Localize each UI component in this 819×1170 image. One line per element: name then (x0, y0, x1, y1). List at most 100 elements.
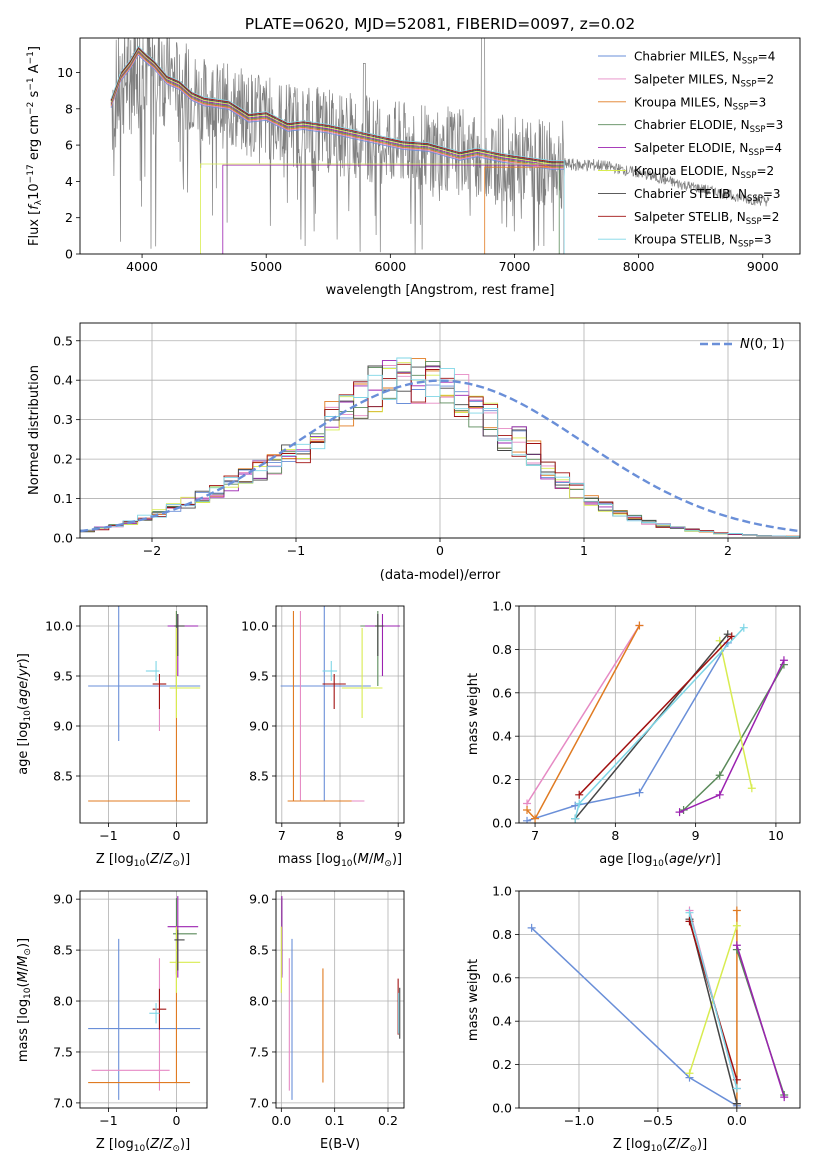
ebv_vs_mass-xtick-label: 0.2 (378, 1113, 398, 1128)
z_vs_weight-xtick-label: 0.0 (727, 1113, 747, 1128)
spectrum-ytick-label: 6 (65, 138, 73, 153)
z_vs_mass-xtick-label: −1 (99, 1113, 117, 1128)
weight-marker-salpeter-elodie (780, 1093, 789, 1102)
weight-marker-kroupa-stelib (575, 799, 584, 808)
age-vs-weight-panel: 7 8 9 10 0.0 0.2 0.4 0.6 0.8 1.0 age [log10(age/yr… (466, 599, 801, 869)
ebv_vs_mass-xtick-label: 0.0 (271, 1113, 291, 1128)
spectrum-ytick-label: 10 (57, 65, 73, 80)
residual_histogram-xtick-label: 1 (580, 543, 588, 558)
age_vs_weight-xtick-label: 8 (611, 828, 619, 843)
weight-line-salpeter-stelib (578, 635, 733, 796)
ebv_vs_mass-ytick-label: 7.0 (249, 1095, 269, 1110)
z_vs_weight-ytick-label: 1.0 (492, 884, 512, 899)
weight-line-kroupa-elodie (718, 640, 753, 789)
spectrum-xtick-label: 5000 (250, 259, 282, 274)
spectrum-model-salpeter-miles (110, 53, 565, 254)
ebv_vs_mass-plot-area (280, 896, 401, 1100)
weight-marker-kroupa-elodie (732, 921, 741, 930)
ebv-vs-mass-xlabel: E(B-V) (320, 1137, 360, 1152)
mass_vs_age-xtick-label: 7 (278, 828, 286, 843)
z-vs-age-ylabel: age [log10(age/yr)] (16, 653, 33, 775)
z_vs_mass-ytick-label: 8.5 (53, 943, 73, 958)
weight-marker-salpeter-elodie (675, 808, 684, 817)
spectrum-xtick-label: 9000 (747, 259, 779, 274)
weight-marker-chabrier-miles (523, 816, 532, 823)
weight-marker-kroupa-elodie (747, 784, 756, 793)
age_vs_weight-ytick-label: 0.2 (492, 772, 512, 787)
z-vs-weight-ylabel: mass weight (466, 959, 481, 1041)
weight-line-chabrier-miles (526, 642, 729, 822)
weight-marker-kroupa-miles (531, 814, 540, 823)
z-vs-age-panel: −1 0 8.5 9.0 9.5 10.0 Z [log10(Z/Z⊙)] age [log1… (16, 605, 208, 869)
spectrum-model-kroupa-elodie (110, 48, 565, 254)
spectrum-model-salpeter-stelib (110, 46, 565, 254)
weight-marker-chabrier-stelib (732, 1099, 741, 1108)
z_vs_weight-xtick-label: −0.5 (643, 1113, 673, 1128)
spectrum-frame (79, 37, 801, 255)
spectrum-ytick-label: 0 (65, 247, 73, 262)
mass_vs_age-xtick-label: 8 (336, 828, 344, 843)
legend-label: Kroupa MILES, NSSP=3 (634, 95, 766, 112)
legend-label: Salpeter MILES, NSSP=2 (634, 72, 774, 89)
age_vs_weight-ytick-label: 0.6 (492, 685, 512, 700)
age_vs_weight-plot-area (523, 621, 788, 823)
spectrum-xtick-label: 4000 (126, 259, 158, 274)
age_vs_weight-xtick-label: 9 (692, 828, 700, 843)
weight-marker-salpeter-stelib (727, 632, 736, 641)
z_vs_mass-plot-area (88, 896, 201, 1100)
age_vs_weight-frame (518, 605, 801, 824)
ebv_vs_mass-ytick-label: 8.0 (249, 994, 269, 1009)
hist-frame (79, 322, 801, 539)
z_vs_mass-ytick-label: 9.0 (53, 892, 73, 907)
z_vs_age-ytick-label: 9.0 (53, 719, 73, 734)
residual_histogram-xtick-label: −2 (143, 543, 161, 558)
mass_vs_age-ytick-label: 9.5 (249, 669, 269, 684)
weight-line-salpeter-elodie (736, 945, 785, 1098)
z_vs_weight-ytick-label: 0.4 (492, 1014, 512, 1029)
z-vs-weight-xlabel: Z [log10(Z/Z⊙)] (613, 1137, 707, 1154)
residual_histogram-xtick-label: −1 (287, 543, 305, 558)
legend-label: Kroupa STELIB, NSSP=3 (634, 233, 772, 250)
age_vs_weight-xtick-label: 7 (531, 828, 539, 843)
mass-vs-age-panel: 7 8 9 8.5 9.0 9.5 10.0 mass [log10(M/M⊙)] (241, 605, 405, 869)
ebv_vs_mass-frame (275, 890, 405, 1109)
weight-marker-kroupa-stelib (732, 1084, 741, 1093)
weight-marker-salpeter-elodie (732, 941, 741, 950)
z_vs_age-frame (79, 605, 208, 824)
z_vs_weight-ytick-label: 0.6 (492, 970, 512, 985)
legend-label: Chabrier ELODIE, NSSP=3 (634, 118, 783, 135)
residual-histogram-panel: −2 −1 0 1 2 0.0 0.1 0.2 0.3 0.4 0.5 (data-model)/er… (27, 322, 801, 583)
weight-marker-kroupa-stelib (685, 908, 694, 917)
z-vs-mass-xlabel: Z [log10(Z/Z⊙)] (96, 1137, 190, 1154)
weight-line-kroupa-stelib (688, 912, 738, 1089)
z_vs_mass-ytick-label: 7.0 (53, 1095, 73, 1110)
mass_vs_age-plot-area (280, 606, 400, 802)
z_vs_mass-ytick-label: 8.0 (53, 994, 73, 1009)
mass_vs_age-ytick-label: 9.0 (249, 719, 269, 734)
ebv-vs-mass-panel: 0.0 0.1 0.2 7.0 7.5 8.0 8.5 9.0 E(B-V) (249, 890, 405, 1152)
figure-title: PLATE=0620, MJD=52081, FIBERID=0097, z=0… (245, 15, 635, 33)
spectrum-plot-area (110, 38, 770, 254)
residual_histogram-plot-area (80, 357, 800, 538)
spectrum-ytick-label: 4 (65, 174, 73, 189)
z_vs_weight-plot-area (527, 906, 789, 1108)
residual_histogram-ytick-label: 0.5 (53, 333, 73, 348)
legend-label: Chabrier STELIB, NSSP=3 (634, 187, 781, 204)
z_vs_age-ytick-label: 9.5 (53, 669, 73, 684)
z_vs_age-ytick-label: 8.5 (53, 769, 73, 784)
spectrum-xtick-label: 7000 (499, 259, 531, 274)
z_vs_mass-frame (79, 890, 208, 1109)
ebv_vs_mass-xtick-label: 0.1 (325, 1113, 345, 1128)
z_vs_weight-frame (518, 890, 801, 1109)
mass_vs_age-xtick-label: 9 (394, 828, 402, 843)
weight-marker-kroupa-miles (635, 621, 644, 630)
z_vs_mass-xtick-label: 0 (172, 1113, 180, 1128)
spectrum-model-chabrier-elodie (110, 51, 565, 254)
weight-marker-kroupa-stelib (571, 814, 580, 823)
z_vs_age-xtick-label: 0 (172, 828, 180, 843)
mass_vs_age-ytick-label: 8.5 (249, 769, 269, 784)
spectrum-ylabel: Flux [fλ10−17 erg cm−2 s−1 A−1] (26, 46, 44, 246)
z-vs-mass-panel: −1 0 7.0 7.5 8.0 8.5 9.0 Z [log10(Z/Z⊙)] mass [l… (16, 890, 208, 1154)
weight-marker-chabrier-miles (527, 923, 536, 932)
